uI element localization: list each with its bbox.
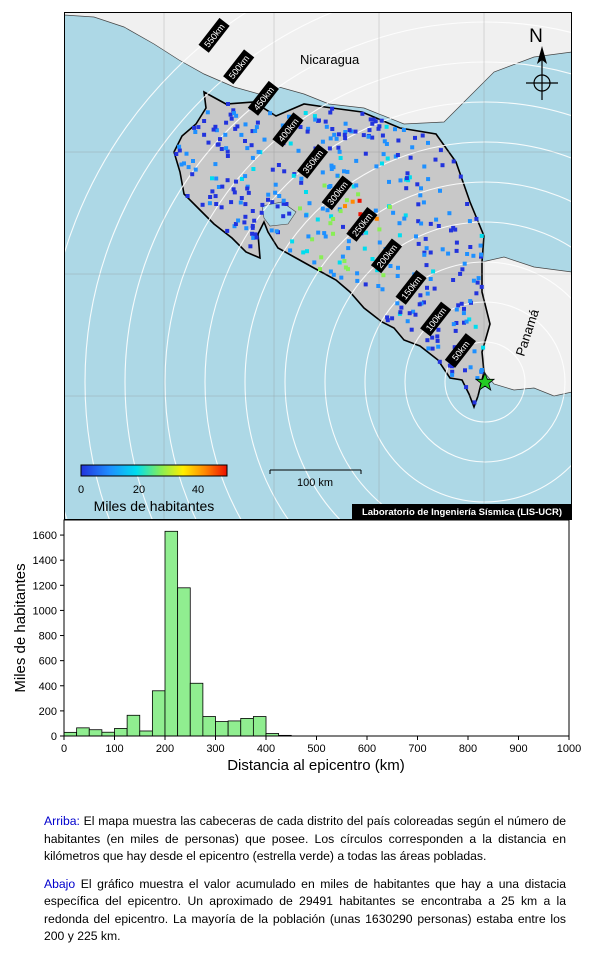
bar-100 (114, 728, 128, 737)
bar-325 (227, 720, 242, 737)
bar-150 (139, 730, 153, 737)
y-tick-1600: 1600 (33, 530, 57, 542)
land-nicaragua (64, 12, 572, 125)
bar-275 (202, 716, 216, 737)
y-tick-200: 200 (39, 706, 57, 718)
distance-rings (64, 12, 572, 520)
colorbar-label: Miles de habitantes (94, 498, 215, 514)
x-axis-label: Distancia al epicentro (km) (227, 757, 405, 774)
caption-bottom: Abajo El gráfico muestra el valor acumul… (44, 876, 566, 946)
bar-375 (252, 716, 267, 737)
ring-labels: 50km100km150km200km250km300km350km400km4… (198, 17, 476, 368)
label-nicaragua: Nicaragua (300, 52, 360, 67)
caption-top: Arriba: El mapa muestra las cabeceras de… (44, 813, 566, 866)
x-tick-600: 600 (358, 743, 376, 755)
x-tick-800: 800 (459, 743, 477, 755)
x-tick-900: 900 (509, 743, 527, 755)
caption-top-label: Arriba: (44, 814, 80, 828)
histogram: 0 100 200 300 400 500 600 700 800 900 1000 0 200 400… (12, 519, 581, 774)
bar-250 (189, 682, 204, 737)
colorbar-tick-0: 0 (78, 484, 84, 496)
bar-75 (101, 731, 115, 737)
graticule (64, 12, 572, 520)
bar-0 (63, 731, 78, 737)
bar-225 (177, 587, 191, 737)
caption: Arriba: El mapa muestra las cabeceras de… (44, 813, 566, 956)
plot-frame (63, 519, 570, 737)
scale-bar: 100 km (269, 469, 362, 489)
bar-50 (88, 729, 103, 737)
colorbar: 0 20 40 Miles de habitantes (78, 464, 228, 514)
y-tick-400: 400 (39, 681, 57, 693)
bar-200 (164, 530, 179, 737)
histogram-bars (63, 530, 292, 737)
x-tick-0: 0 (61, 743, 67, 755)
map: 50km100km150km200km250km300km350km400km4… (64, 12, 572, 520)
x-tick-500: 500 (307, 743, 325, 755)
x-tick-100: 100 (105, 743, 123, 755)
caption-bottom-label: Abajo (44, 876, 76, 891)
y-axis-label: Miles de habitantes (12, 563, 29, 692)
x-tick-1000: 1000 (557, 743, 581, 755)
north-arrow-icon: N (526, 26, 558, 100)
bar-125 (126, 714, 141, 737)
bar-175 (151, 690, 166, 737)
y-axis-ticks: 0 200 400 600 800 1000 1200 1400 1600 (33, 530, 64, 743)
bar-300 (215, 721, 229, 737)
credit-box (352, 504, 572, 519)
y-tick-1000: 1000 (33, 605, 57, 617)
y-tick-1200: 1200 (33, 580, 57, 592)
caption-bottom-text: El gráfico muestra el valor acumulado en… (44, 876, 566, 944)
y-tick-800: 800 (39, 631, 57, 643)
x-tick-700: 700 (408, 743, 426, 755)
bar-350 (240, 718, 254, 737)
y-tick-1400: 1400 (33, 555, 57, 567)
x-tick-300: 300 (206, 743, 224, 755)
x-tick-400: 400 (257, 743, 275, 755)
caption-top-text: El mapa muestra las cabeceras de cada di… (44, 814, 566, 863)
credit-label: Laboratorio de Ingeniería Sísmica (LIS-U… (362, 507, 562, 518)
epicenter-star-icon (474, 371, 496, 391)
y-tick-0: 0 (51, 731, 57, 743)
x-tick-200: 200 (156, 743, 174, 755)
colorbar-tick-40: 40 (192, 484, 204, 496)
x-axis-ticks: 0 100 200 300 400 500 600 700 800 900 1000 (61, 736, 581, 755)
y-tick-600: 600 (39, 656, 57, 668)
colorbar-tick-20: 20 (133, 484, 145, 496)
bar-25 (76, 727, 90, 737)
scale-bar-label: 100 km (297, 477, 333, 489)
north-label: N (529, 26, 543, 47)
